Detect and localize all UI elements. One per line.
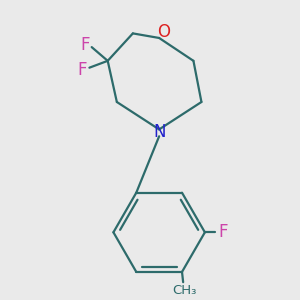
Text: F: F [80, 36, 90, 54]
Text: F: F [78, 61, 87, 79]
Text: F: F [218, 223, 228, 241]
Text: O: O [157, 23, 170, 41]
Text: N: N [153, 123, 165, 141]
Text: CH₃: CH₃ [172, 284, 196, 297]
